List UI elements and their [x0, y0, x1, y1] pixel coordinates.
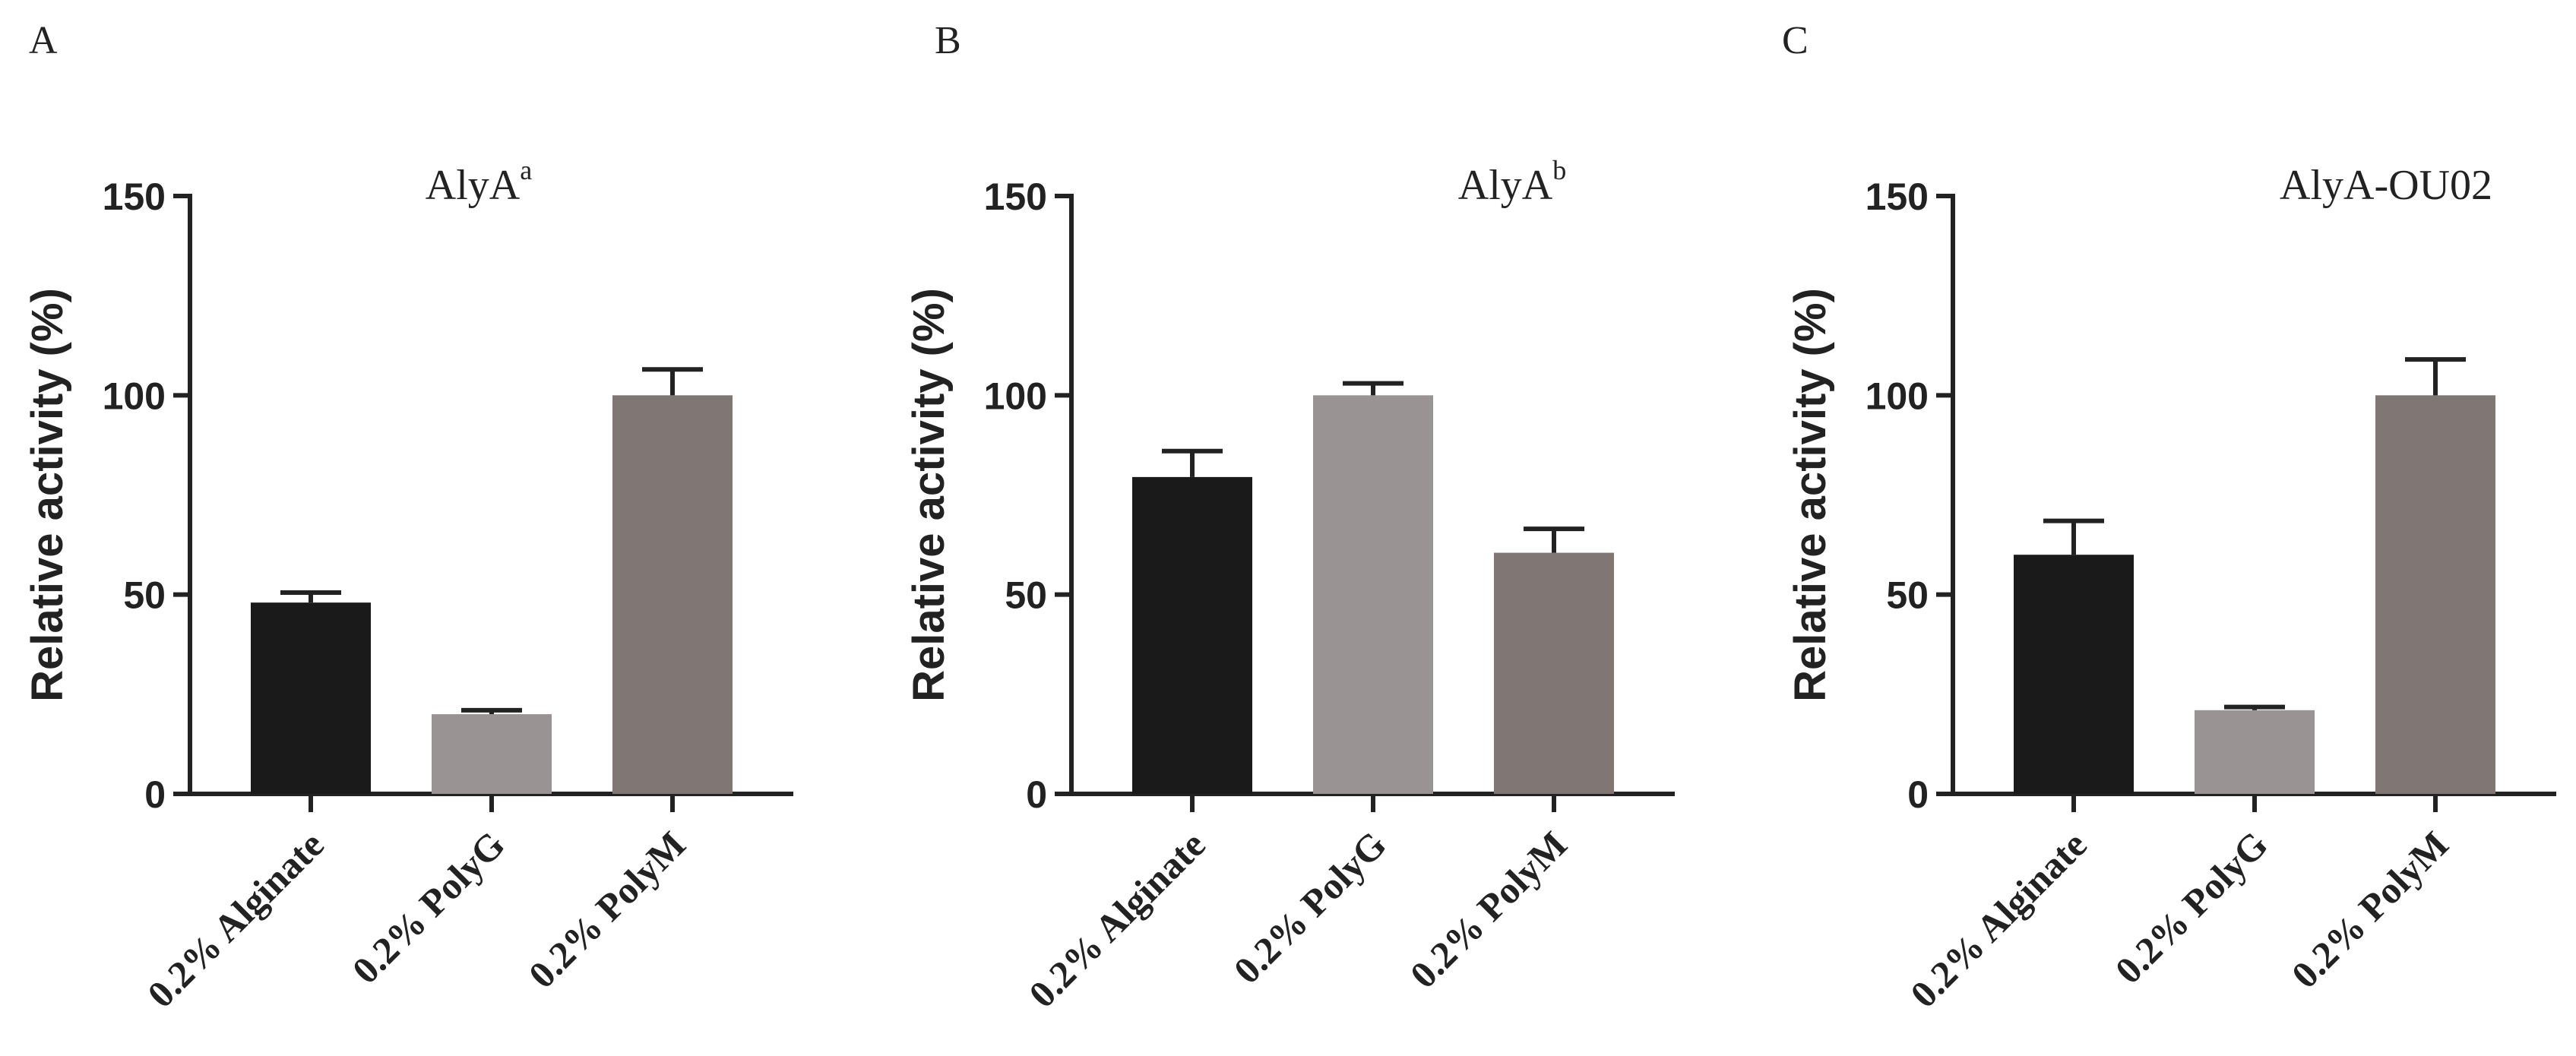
bar	[2375, 395, 2495, 794]
chart-title: AlyAa	[426, 155, 532, 209]
y-tick-label: 0	[144, 773, 166, 816]
chart-title: AlyAb	[1458, 155, 1566, 209]
chart-panel-a: A AlyAa 0 50 100 150 Relative activity (%) 0.2%…	[23, 19, 793, 1016]
y-tick-label: 150	[103, 175, 166, 218]
chart-title-superscript: a	[520, 155, 532, 185]
panel-letter: A	[29, 19, 58, 62]
y-tick-label: 100	[103, 375, 166, 417]
chart-panel-b: B AlyAb 0 50 100 150 Relative activity (%) 0.2%…	[904, 19, 1675, 1016]
x-category-label: 0.2% PolyM	[1402, 823, 1575, 996]
y-tick-label: 150	[1866, 175, 1929, 218]
chart-panel-c: C AlyA-OU02 0 50 100 150 Relative activity (%)…	[1782, 19, 2556, 1016]
bar	[2195, 710, 2315, 794]
y-tick-label: 150	[984, 175, 1047, 218]
x-category-label: 0.2% Alginate	[139, 823, 332, 1016]
panel-letter: B	[935, 19, 961, 62]
y-tick-label: 100	[984, 375, 1047, 417]
y-tick-label: 50	[123, 574, 166, 617]
bar	[612, 395, 733, 794]
bar	[432, 714, 552, 794]
bar	[2014, 555, 2134, 794]
bar	[1132, 476, 1252, 794]
bar	[1494, 552, 1614, 794]
panel-letter: C	[1782, 19, 1809, 62]
chart-title-text: AlyA	[1458, 162, 1553, 209]
x-category-label: 0.2% PolyM	[521, 823, 694, 996]
x-category-label: 0.2% PolyG	[1226, 823, 1394, 991]
y-axis-label: Relative activity (%)	[23, 288, 72, 702]
y-axis-label: Relative activity (%)	[904, 288, 954, 702]
x-category-label: 0.2% Alginate	[1021, 823, 1214, 1016]
chart-title-text: AlyA	[426, 162, 521, 209]
chart-title-superscript: b	[1552, 155, 1566, 185]
y-tick-label: 100	[1866, 375, 1929, 417]
y-tick-label: 50	[1886, 574, 1929, 617]
bar	[251, 602, 371, 794]
x-category-label: 0.2% PolyG	[344, 823, 513, 991]
chart-title-text: AlyA-OU02	[2280, 162, 2492, 209]
bar	[1313, 395, 1433, 794]
y-axis-label: Relative activity (%)	[1786, 288, 1835, 702]
x-category-label: 0.2% Alginate	[1902, 823, 2095, 1016]
y-tick-label: 50	[1005, 574, 1047, 617]
chart-title: AlyA-OU02	[2280, 162, 2492, 209]
x-category-label: 0.2% PolyM	[2283, 823, 2457, 996]
x-category-label: 0.2% PolyG	[2107, 823, 2276, 991]
y-tick-label: 0	[1026, 773, 1047, 816]
y-tick-label: 0	[1907, 773, 1929, 816]
